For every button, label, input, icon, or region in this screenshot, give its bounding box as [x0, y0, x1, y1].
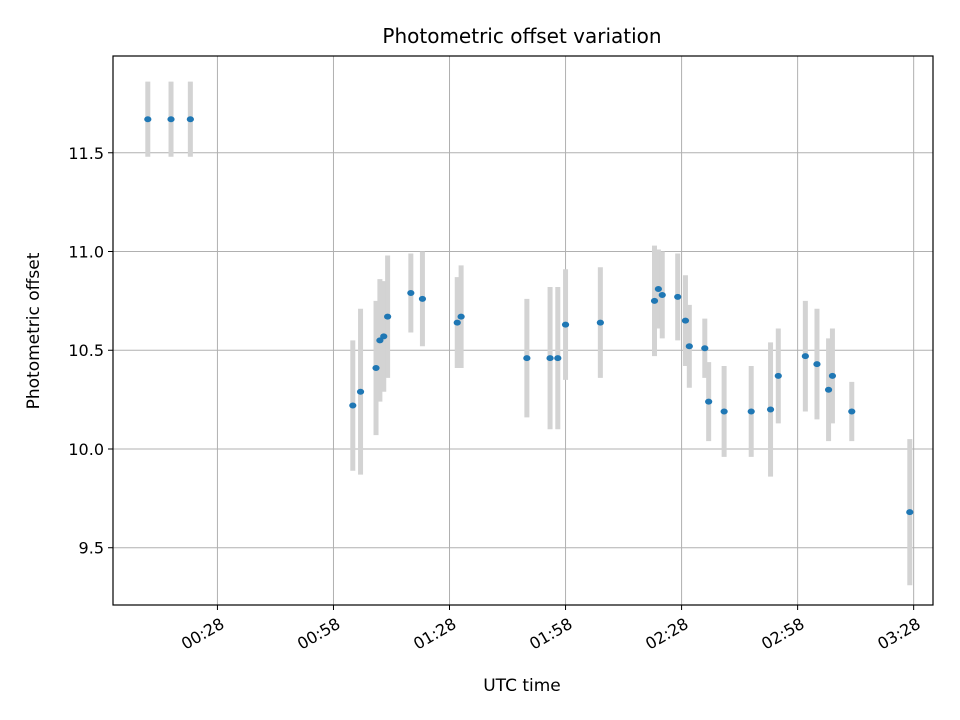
- x-tick-label: 01:58: [526, 614, 575, 654]
- data-point: [681, 317, 690, 324]
- data-point: [596, 319, 604, 326]
- y-tick-label: 10.5: [68, 341, 104, 360]
- y-axis-ticks: 9.5 10.0 10.5 11.0 11.5: [68, 144, 113, 558]
- y-axis-label: Photometric offset: [24, 252, 44, 409]
- data-point: [848, 408, 856, 415]
- data-point: [546, 355, 554, 362]
- data-point: [372, 365, 380, 372]
- error-bars: [145, 81, 913, 586]
- data-point: [720, 408, 728, 415]
- chart-title: Photometric offset variation: [382, 24, 661, 48]
- x-tick-label: 02:28: [642, 614, 691, 654]
- data-point: [747, 408, 755, 415]
- data-point: [906, 509, 914, 516]
- plot-area-frame: [112, 55, 934, 606]
- grid: [113, 56, 933, 605]
- data-point: [701, 345, 709, 352]
- data-point: [349, 402, 357, 409]
- data-point: [654, 286, 662, 293]
- data-points: [144, 116, 914, 516]
- data-point: [380, 333, 388, 340]
- data-point: [801, 353, 809, 360]
- data-point: [418, 295, 427, 302]
- data-point: [828, 372, 837, 379]
- data-point: [774, 372, 782, 379]
- data-point: [356, 388, 365, 395]
- data-point: [144, 116, 152, 123]
- data-point: [561, 321, 570, 328]
- data-point: [453, 319, 461, 326]
- y-tick-label: 11.0: [68, 243, 104, 262]
- x-axis-ticks: 00:28 00:58 01:28 01:58 02:28 02:58 03:28: [178, 605, 924, 654]
- y-tick-label: 11.5: [68, 144, 104, 163]
- data-point: [705, 398, 713, 405]
- data-point: [766, 406, 775, 413]
- x-tick-label: 00:28: [178, 614, 227, 654]
- data-point: [407, 289, 415, 296]
- data-point: [457, 313, 465, 320]
- x-tick-label: 02:58: [758, 614, 807, 654]
- x-axis-label: UTC time: [483, 676, 561, 696]
- x-tick-label: 01:28: [410, 614, 459, 654]
- y-tick-label: 9.5: [79, 539, 104, 558]
- data-point: [813, 361, 821, 368]
- data-point: [824, 386, 833, 393]
- data-point: [650, 297, 659, 304]
- y-tick-label: 10.0: [68, 440, 104, 459]
- data-point: [523, 355, 531, 362]
- x-tick-label: 00:58: [294, 614, 343, 654]
- data-point: [167, 116, 175, 123]
- data-point: [186, 116, 194, 123]
- x-tick-label: 03:28: [874, 614, 923, 654]
- data-point: [685, 343, 693, 350]
- data-point: [658, 291, 666, 298]
- data-point: [554, 355, 562, 362]
- data-point: [674, 293, 682, 300]
- data-point: [384, 313, 392, 320]
